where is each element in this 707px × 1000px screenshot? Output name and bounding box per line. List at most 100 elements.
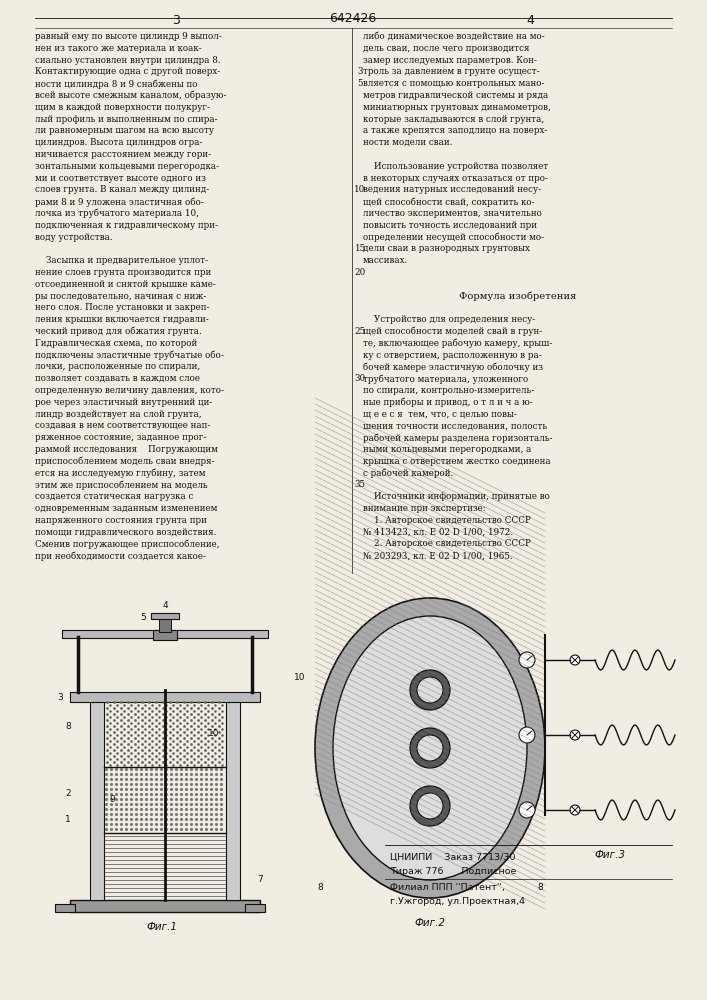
Text: позволяет создавать в каждом слое: позволяет создавать в каждом слое (35, 374, 200, 383)
Text: нен из такого же материала и коак-: нен из такого же материала и коак- (35, 44, 201, 53)
Text: Фиг.1: Фиг.1 (146, 922, 177, 932)
Circle shape (410, 786, 450, 826)
Text: нение слоев грунта производится при: нение слоев грунта производится при (35, 268, 211, 277)
Text: подключены эластичные трубчатые обо-: подключены эластичные трубчатые обо- (35, 351, 224, 360)
Text: Фиг.3: Фиг.3 (595, 850, 626, 860)
Text: по спирали, контрольно-измеритель-: по спирали, контрольно-измеритель- (363, 386, 534, 395)
Text: лочки, расположенные по спирали,: лочки, расположенные по спирали, (35, 362, 200, 371)
Text: которые закладываются в слой грунта,: которые закладываются в слой грунта, (363, 115, 544, 124)
Text: 4: 4 (526, 14, 534, 27)
Text: 8: 8 (317, 884, 323, 892)
Text: ку с отверстием, расположенную в ра-: ку с отверстием, расположенную в ра- (363, 351, 542, 360)
Circle shape (519, 652, 535, 668)
Text: 10: 10 (294, 674, 305, 682)
Text: 4: 4 (162, 600, 168, 609)
Text: дель сваи, после чего производится: дель сваи, после чего производится (363, 44, 530, 53)
Text: этим же приспособлением на модель: этим же приспособлением на модель (35, 480, 208, 490)
Text: щим в каждой поверхности полукруг-: щим в каждой поверхности полукруг- (35, 103, 210, 112)
Text: в некоторых случаях отказаться от про-: в некоторых случаях отказаться от про- (363, 174, 548, 183)
Text: 10: 10 (354, 185, 366, 194)
Text: рабочей камеры разделена горизонталь-: рабочей камеры разделена горизонталь- (363, 433, 552, 443)
Text: отсоединенной и снятой крышке каме-: отсоединенной и снятой крышке каме- (35, 280, 216, 289)
Text: щей способности свай, сократить ко-: щей способности свай, сократить ко- (363, 197, 534, 207)
Text: ности модели сваи.: ности модели сваи. (363, 138, 452, 147)
Text: ется на исследуемую глубину, затем: ется на исследуемую глубину, затем (35, 469, 206, 478)
Circle shape (417, 793, 443, 819)
Text: те, включающее рабочую камеру, крыш-: те, включающее рабочую камеру, крыш- (363, 339, 552, 348)
Text: ряженное состояние, заданное прог-: ряженное состояние, заданное прог- (35, 433, 206, 442)
Text: бочей камере эластичную оболочку из: бочей камере эластичную оболочку из (363, 362, 543, 372)
Text: трубчатого материала, уложенного: трубчатого материала, уложенного (363, 374, 528, 384)
Text: при необходимости создается какое-: при необходимости создается какое- (35, 551, 206, 561)
Text: щей способности моделей свай в грун-: щей способности моделей свай в грун- (363, 327, 542, 336)
Text: 15: 15 (354, 244, 366, 253)
Text: 10: 10 (209, 729, 220, 738)
Text: раммой исследования    Погружающим: раммой исследования Погружающим (35, 445, 218, 454)
Circle shape (417, 735, 443, 761)
Text: 3: 3 (357, 67, 363, 76)
Text: массивах.: массивах. (363, 256, 408, 265)
Text: 642426: 642426 (329, 12, 377, 25)
Text: 1. Авторское свидетельство СССР: 1. Авторское свидетельство СССР (363, 516, 531, 525)
Circle shape (519, 727, 535, 743)
Text: ведения натурных исследований несу-: ведения натурных исследований несу- (363, 185, 541, 194)
Text: Устройство для определения несу-: Устройство для определения несу- (363, 315, 535, 324)
Text: ничивается расстоянием между гори-: ничивается расстоянием между гори- (35, 150, 211, 159)
Circle shape (570, 730, 580, 740)
Bar (62, 630, 268, 638)
Text: рое через эластичный внутренний ци-: рое через эластичный внутренний ци- (35, 398, 212, 407)
Text: повысить точность исследований при: повысить точность исследований при (363, 221, 537, 230)
Circle shape (570, 655, 580, 665)
Text: создается статическая нагрузка с: создается статическая нагрузка с (35, 492, 194, 501)
Circle shape (410, 728, 450, 768)
Text: Фиг.2: Фиг.2 (414, 918, 445, 928)
Text: 9: 9 (109, 796, 115, 804)
Text: г.Ужгород, ул.Проектная,4: г.Ужгород, ул.Проектная,4 (390, 897, 525, 906)
Text: замер исследуемых параметров. Кон-: замер исследуемых параметров. Кон- (363, 56, 537, 65)
Text: одновременным заданным изменением: одновременным заданным изменением (35, 504, 217, 513)
Text: личество экспериментов, значительно: личество экспериментов, значительно (363, 209, 542, 218)
Text: ления крышки включается гидравли-: ления крышки включается гидравли- (35, 315, 209, 324)
Text: 2. Авторское свидетельство СССР: 2. Авторское свидетельство СССР (363, 539, 531, 548)
Ellipse shape (333, 616, 527, 880)
Text: с рабочей камерой.: с рабочей камерой. (363, 469, 453, 478)
Text: воду устройства.: воду устройства. (35, 233, 112, 242)
Text: определении несущей способности мо-: определении несущей способности мо- (363, 233, 544, 242)
Circle shape (570, 805, 580, 815)
Text: ЦНИИПИ    Заказ 7713/30: ЦНИИПИ Заказ 7713/30 (390, 853, 515, 862)
Text: № 413423, кл. Е 02 D 1/00, 1972.: № 413423, кл. Е 02 D 1/00, 1972. (363, 528, 513, 537)
Text: него слоя. После установки и закреп-: него слоя. После установки и закреп- (35, 303, 209, 312)
Text: приспособлением модель сваи внедря-: приспособлением модель сваи внедря- (35, 457, 215, 466)
Bar (70, 900, 260, 912)
Text: ми и соответствует высоте одного из: ми и соответствует высоте одного из (35, 174, 206, 183)
Text: троль за давлением в грунте осущест-: троль за давлением в грунте осущест- (363, 67, 539, 76)
Text: 8: 8 (537, 884, 543, 892)
Text: 35: 35 (354, 480, 366, 489)
Text: № 203293, кл. Е 02 D 1/00, 1965.: № 203293, кл. Е 02 D 1/00, 1965. (363, 551, 513, 560)
Text: ры последовательно, начиная с ниж-: ры последовательно, начиная с ниж- (35, 292, 206, 301)
Text: 5: 5 (140, 612, 146, 621)
Text: помощи гидравлического воздействия.: помощи гидравлического воздействия. (35, 528, 216, 537)
Text: равный ему по высоте цилиндр 9 выпол-: равный ему по высоте цилиндр 9 выпол- (35, 32, 222, 41)
Bar (55, 904, 75, 912)
Text: ности цилиндра 8 и 9 снабжены по: ности цилиндра 8 и 9 снабжены по (35, 79, 197, 89)
Text: 2: 2 (65, 789, 71, 798)
Text: 5: 5 (357, 79, 363, 88)
Bar (159, 617, 171, 632)
Text: лочка из трубчатого материала 10,: лочка из трубчатого материала 10, (35, 209, 199, 219)
Text: рами 8 и 9 уложена эластичная обо-: рами 8 и 9 уложена эластичная обо- (35, 197, 204, 207)
Bar (90, 700, 104, 900)
Text: 7: 7 (257, 876, 263, 884)
Text: 1: 1 (65, 816, 71, 824)
Text: Контактирующие одна с другой поверх-: Контактирующие одна с другой поверх- (35, 67, 221, 76)
Text: Засыпка и предварительное уплот-: Засыпка и предварительное уплот- (35, 256, 208, 265)
Text: 8: 8 (65, 722, 71, 731)
Text: слоев грунта. В канал между цилинд-: слоев грунта. В канал между цилинд- (35, 185, 209, 194)
Ellipse shape (315, 598, 545, 898)
Text: 30: 30 (354, 374, 366, 383)
Text: линдр воздействует на слой грунта,: линдр воздействует на слой грунта, (35, 410, 201, 419)
Bar (151, 613, 179, 619)
Text: а также крепятся заподлицо на поверх-: а также крепятся заподлицо на поверх- (363, 126, 547, 135)
Text: сиально установлен внутри цилиндра 8.: сиально установлен внутри цилиндра 8. (35, 56, 221, 65)
Text: метров гидравлической системы и ряда: метров гидравлической системы и ряда (363, 91, 548, 100)
